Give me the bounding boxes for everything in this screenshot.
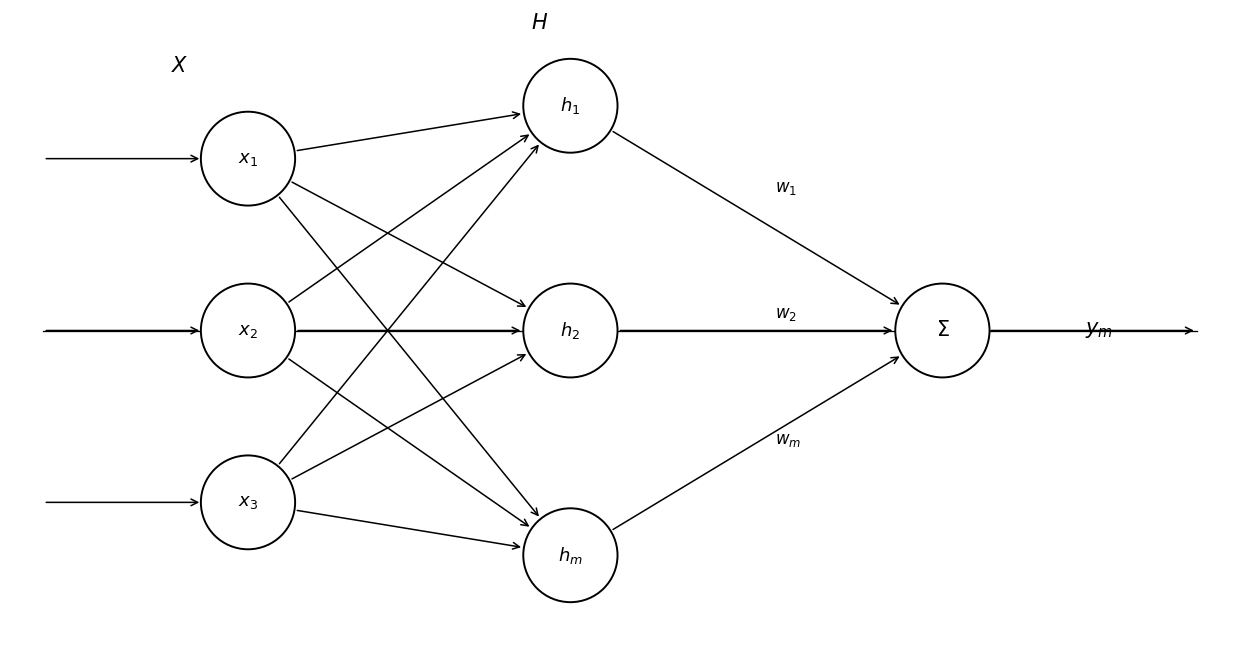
Text: $H$: $H$ xyxy=(531,13,548,33)
Ellipse shape xyxy=(523,59,618,153)
Ellipse shape xyxy=(201,455,295,549)
Ellipse shape xyxy=(201,112,295,206)
Ellipse shape xyxy=(523,508,618,602)
Text: $h_2$: $h_2$ xyxy=(560,320,580,341)
Ellipse shape xyxy=(895,284,990,377)
Text: $x_2$: $x_2$ xyxy=(238,321,258,340)
Text: $w_1$: $w_1$ xyxy=(775,179,797,198)
Text: $x_1$: $x_1$ xyxy=(238,149,258,168)
Text: $h_1$: $h_1$ xyxy=(560,95,580,116)
Text: $y_m$: $y_m$ xyxy=(1085,321,1114,340)
Ellipse shape xyxy=(523,284,618,377)
Text: $w_2$: $w_2$ xyxy=(775,305,797,323)
Text: $h_m$: $h_m$ xyxy=(558,545,583,566)
Text: $w_m$: $w_m$ xyxy=(775,430,801,449)
Text: $X$: $X$ xyxy=(171,56,188,76)
Ellipse shape xyxy=(201,284,295,377)
Text: $x_3$: $x_3$ xyxy=(238,493,258,512)
Text: $\Sigma$: $\Sigma$ xyxy=(935,321,950,340)
